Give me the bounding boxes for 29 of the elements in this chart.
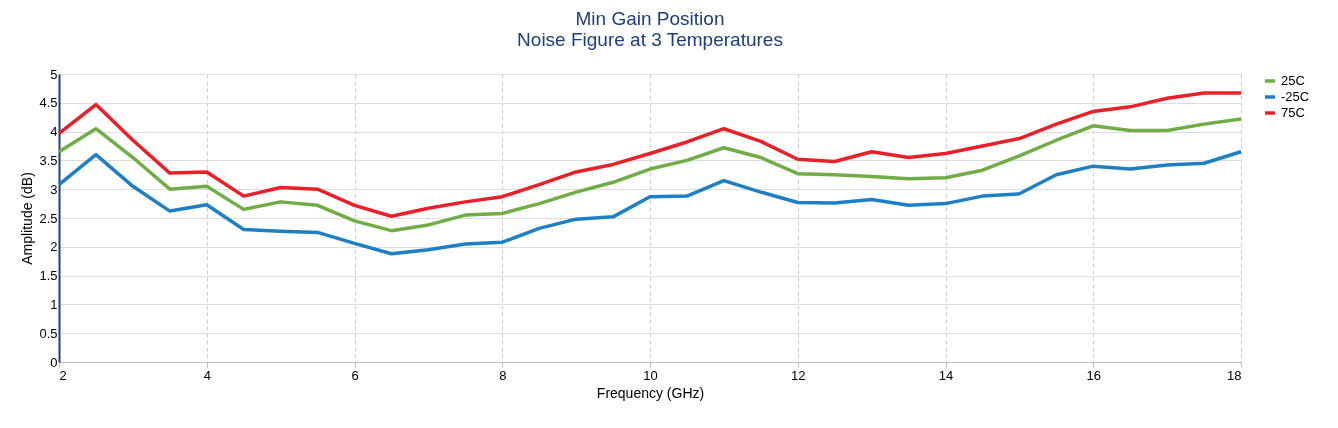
y-tick-label: 2.5 (39, 210, 58, 226)
y-tick-label: 0 (50, 354, 58, 370)
x-tick-label: 16 (1086, 367, 1101, 383)
line-series (57, 150, 1243, 256)
y-tick-label: 1 (50, 296, 58, 312)
x-tick-label: 10 (643, 367, 658, 383)
y-tick-label: 3.5 (39, 152, 58, 168)
x-tick-label: 4 (203, 367, 211, 383)
x-tick-label: 18 (1227, 367, 1242, 383)
y-tick-label: 5 (50, 66, 58, 82)
text: Noise Figure at 3 Temperatures (517, 29, 783, 50)
line-series (57, 117, 1243, 233)
x-tick-label: 14 (938, 367, 954, 383)
y-tick-label: 4.5 (39, 95, 58, 111)
x-tick-label: 6 (351, 367, 359, 383)
text: Min Gain Position (575, 8, 725, 29)
y-tick-label: 3 (50, 181, 58, 197)
line-series (57, 91, 1243, 219)
legend-label: 25C (1281, 73, 1305, 88)
x-tick-label: 8 (499, 367, 507, 383)
x-tick-label: 12 (791, 367, 806, 383)
legend-label: 75C (1281, 105, 1305, 120)
legend-label: -25C (1281, 89, 1310, 104)
y-tick-label: 2 (50, 239, 58, 255)
y-axis-title: Amplitude (dB) (19, 172, 36, 265)
y-tick-label: 4 (50, 124, 58, 140)
x-axis-title: Frequency (GHz) (596, 384, 705, 401)
y-tick-label: 1.5 (39, 268, 58, 284)
y-tick-label: 0.5 (39, 325, 58, 341)
